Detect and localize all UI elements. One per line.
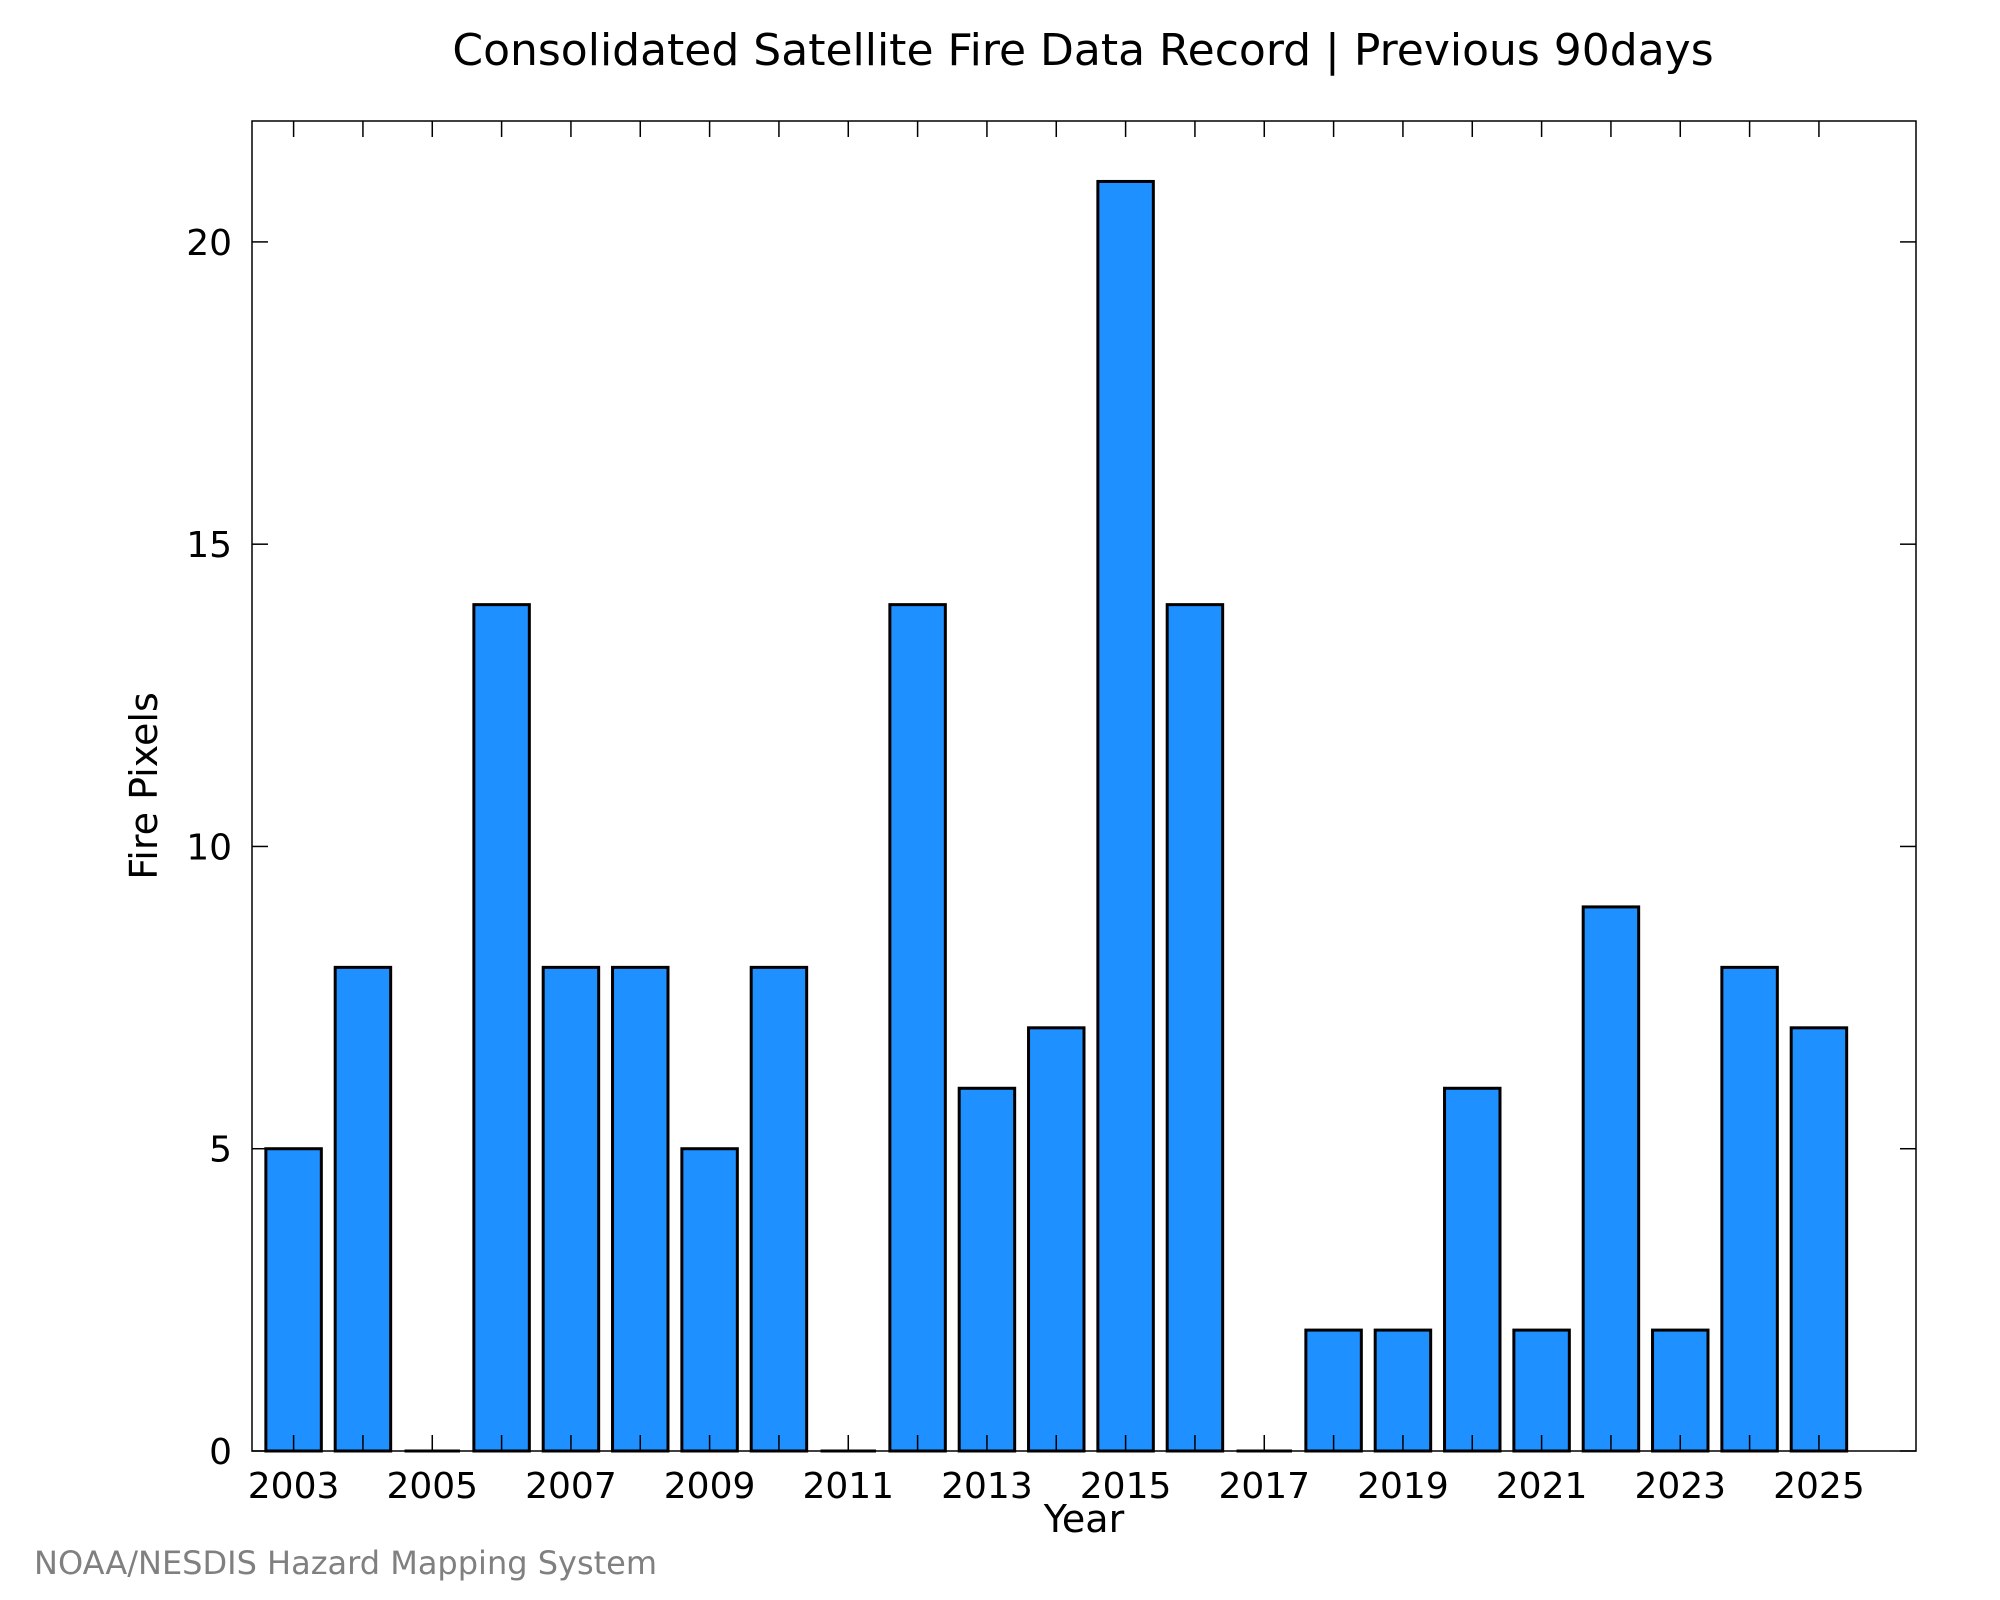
y-tick-label-15: 15 <box>186 525 232 566</box>
bar-2025 <box>1789 1026 1849 1453</box>
bar-2014 <box>1027 1026 1086 1453</box>
bar-2010 <box>749 965 809 1453</box>
x-tick-label-2007: 2007 <box>525 1466 617 1507</box>
bar-2018 <box>1304 1328 1363 1453</box>
x-tick-label-2023: 2023 <box>1634 1466 1726 1507</box>
bar-2022 <box>1581 905 1641 1453</box>
bar-2016 <box>1165 603 1225 1453</box>
x-tick-labels: 2003 2005 2007 2009 2011 2013 2015 2017 2019 2021… <box>248 1466 1865 1507</box>
bar-2023 <box>1651 1328 1710 1453</box>
y-tick-label-10: 10 <box>186 827 232 868</box>
x-tick-label-2005: 2005 <box>386 1466 478 1507</box>
bar-2021 <box>1512 1328 1571 1453</box>
plot-frame <box>251 120 1917 1452</box>
bars <box>264 179 1849 1453</box>
x-tick-label-2013: 2013 <box>941 1466 1033 1507</box>
bar-2006 <box>472 603 531 1453</box>
y-tick-label-20: 20 <box>186 223 232 264</box>
bar-2003 <box>264 1147 323 1453</box>
x-tick-label-2019: 2019 <box>1357 1466 1449 1507</box>
bar-2012 <box>888 603 947 1453</box>
x-tick-label-2009: 2009 <box>664 1466 756 1507</box>
x-axis-label: Year <box>1043 1497 1125 1541</box>
y-tick-labels: 0 5 10 15 20 <box>186 223 232 1473</box>
y-tick-label-0: 0 <box>209 1432 232 1473</box>
x-tick-label-2017: 2017 <box>1218 1466 1310 1507</box>
x-tick-label-2015: 2015 <box>1080 1466 1172 1507</box>
bar-2019 <box>1373 1328 1433 1453</box>
x-tick-label-2025: 2025 <box>1773 1466 1865 1507</box>
bar-2008 <box>611 965 670 1453</box>
x-tick-label-2003: 2003 <box>248 1466 340 1507</box>
bar-2024 <box>1720 965 1779 1453</box>
bar-2004 <box>333 965 393 1453</box>
bar-2013 <box>957 1086 1017 1453</box>
bar-2020 <box>1443 1086 1502 1453</box>
bar-2007 <box>541 965 601 1453</box>
x-tick-label-2011: 2011 <box>802 1466 894 1507</box>
chart-title: Consolidated Satellite Fire Data Record … <box>452 25 1713 76</box>
credit-text: NOAA/NESDIS Hazard Mapping System <box>34 1544 657 1582</box>
y-tick-label-5: 5 <box>209 1130 232 1171</box>
x-tick-label-2021: 2021 <box>1496 1466 1588 1507</box>
bar-2009 <box>680 1147 739 1453</box>
y-axis-label: Fire Pixels <box>122 692 166 880</box>
bar-2015 <box>1096 179 1155 1453</box>
axis-ticks <box>252 121 1916 1452</box>
